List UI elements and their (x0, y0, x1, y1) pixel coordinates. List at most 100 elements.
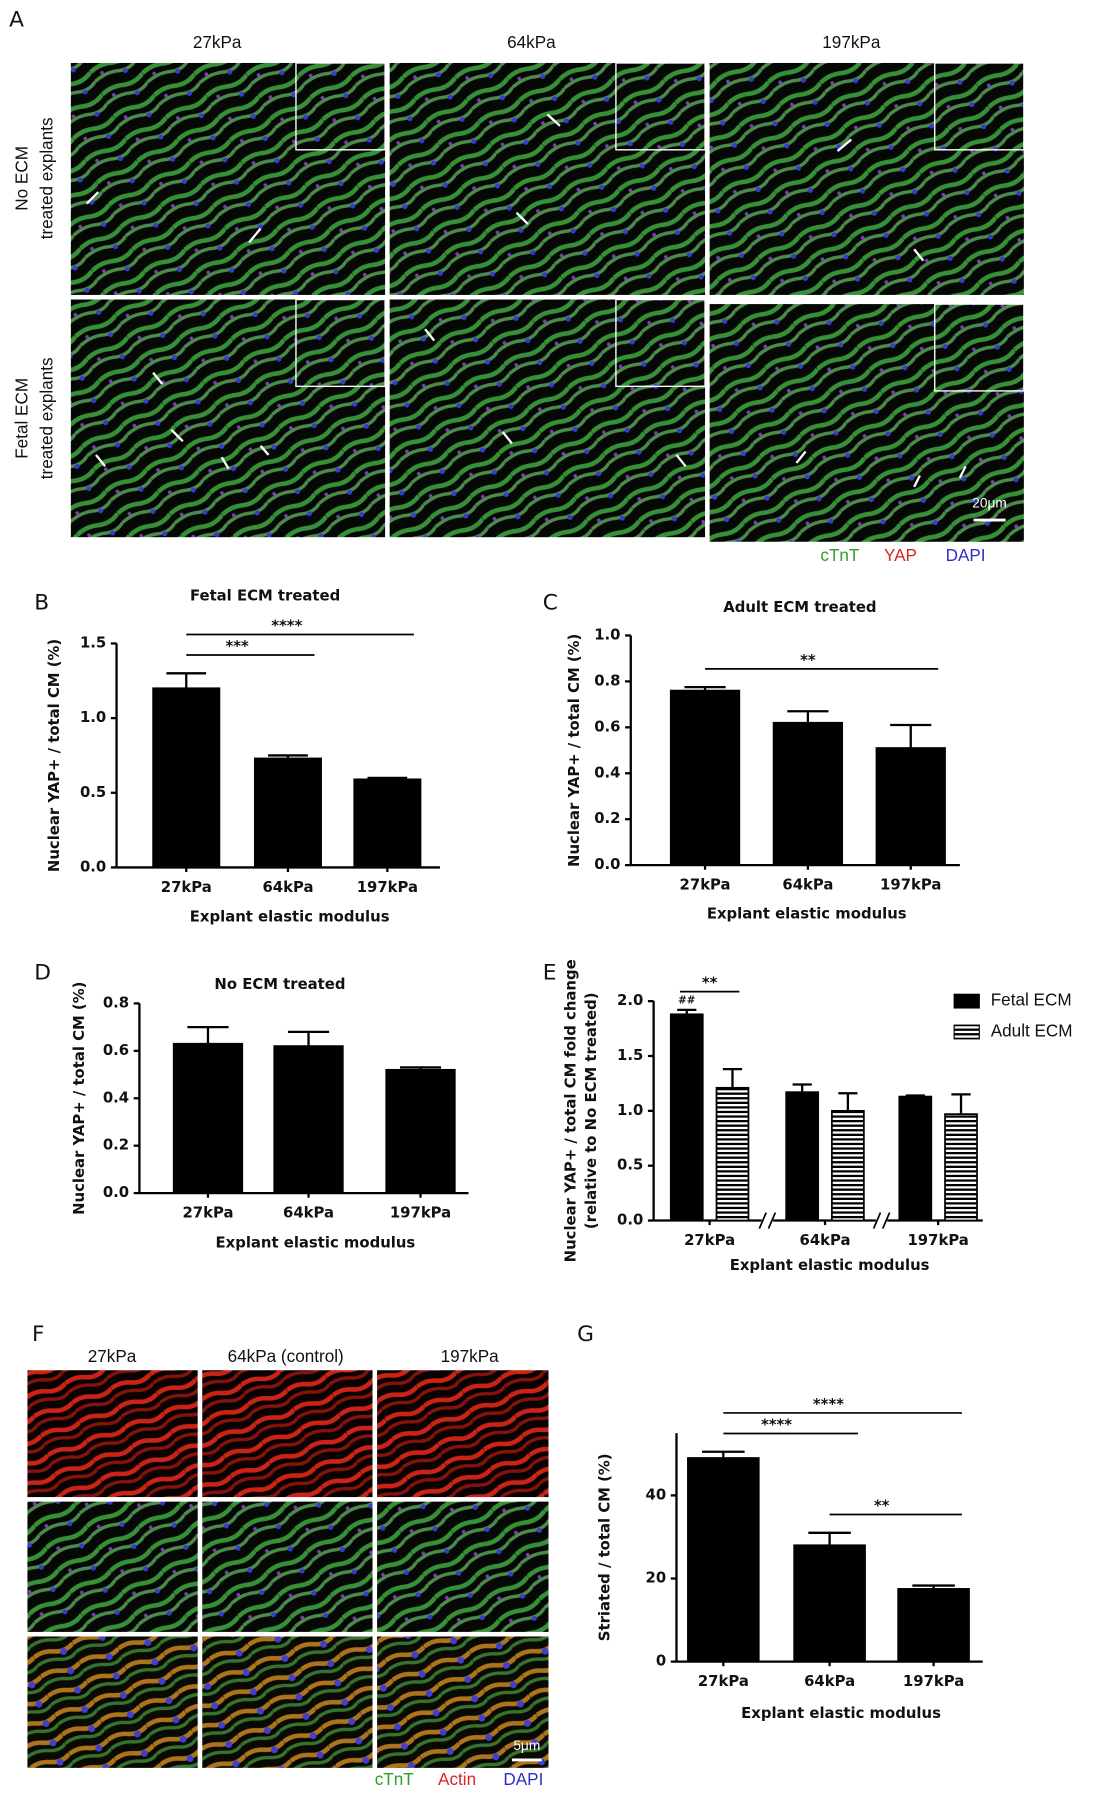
inset (615, 298, 706, 388)
column-label: 197kPa (822, 32, 881, 52)
panel-letter: E (543, 961, 557, 986)
y-tick-label: 0.2 (594, 809, 620, 827)
axis-break (881, 1212, 891, 1229)
legend-swatch (953, 1024, 980, 1040)
bar (669, 689, 741, 867)
panel-letter: A (9, 8, 24, 33)
y-tick-label: 0.4 (103, 1088, 129, 1106)
significance-label: **** (761, 1415, 792, 1433)
significance-label: *** (225, 637, 249, 655)
stain-label: cTnT (820, 545, 860, 565)
axis-break-gap (875, 1217, 888, 1224)
x-tick-label: 27kPa (680, 876, 731, 894)
column-label: 64kPa (507, 32, 556, 52)
bar (785, 1091, 820, 1222)
inset (295, 62, 386, 151)
x-axis-label: Explant elastic modulus (707, 904, 907, 922)
significance-label: ** (800, 651, 816, 669)
y-tick-label: 1.0 (80, 708, 106, 726)
micrograph (202, 1501, 373, 1632)
y-tick-label: 0.0 (80, 857, 106, 875)
x-axis-label: Explant elastic modulus (741, 1704, 941, 1722)
bar (385, 1068, 456, 1194)
y-tick-label: 1.0 (594, 625, 620, 643)
inset (934, 303, 1025, 392)
y-tick-label: 0.6 (103, 1041, 129, 1059)
x-tick-label: 197kPa (907, 1231, 968, 1249)
y-tick-label: 0.4 (594, 763, 620, 781)
bar (898, 1095, 933, 1222)
x-tick-label: 64kPa (800, 1231, 851, 1249)
y-tick-label: 0.0 (617, 1211, 643, 1229)
y-axis-label: (relative to No ECM treated) (582, 992, 600, 1229)
legend-label: Fetal ECM (991, 990, 1072, 1010)
micrograph (27, 1370, 198, 1498)
micrograph (202, 1370, 373, 1498)
x-tick-label: 64kPa (782, 876, 833, 894)
x-tick-label: 64kPa (283, 1204, 334, 1222)
stain-label: Actin (438, 1769, 476, 1789)
y-tick-label: 0.5 (80, 783, 106, 801)
y-axis-label: Striated / total CM (%) (596, 1453, 614, 1641)
bar (669, 1013, 704, 1222)
x-tick-label: 197kPa (903, 1672, 964, 1690)
y-axis-label: Nuclear YAP+ / total CM fold change (561, 959, 579, 1262)
panel-letter: F (32, 1322, 44, 1347)
x-axis-label: Explant elastic modulus (215, 1233, 415, 1251)
y-tick-label: 0.5 (617, 1156, 643, 1174)
x-tick-label: 27kPa (698, 1672, 749, 1690)
y-tick-label: 0.2 (103, 1136, 129, 1154)
column-label: 197kPa (441, 1346, 500, 1366)
stain-label: DAPI (946, 545, 986, 565)
x-tick-label: 64kPa (804, 1672, 855, 1690)
y-axis-label: Nuclear YAP+ / total CM (%) (565, 634, 583, 867)
micrograph (202, 1636, 373, 1768)
micrograph (709, 304, 1024, 542)
panel-f-images (27, 1370, 549, 1768)
micrograph (709, 62, 1024, 295)
y-tick-label: 1.0 (617, 1101, 643, 1119)
significance-label: ** (702, 974, 718, 992)
y-tick-label: 0.0 (594, 855, 620, 873)
stain-label: cTnT (375, 1769, 415, 1789)
x-tick-label: 64kPa (262, 878, 313, 896)
y-axis-label: Nuclear YAP+ / total CM (%) (70, 982, 88, 1215)
bar (793, 1544, 866, 1663)
bar (944, 1113, 978, 1222)
micrograph (389, 299, 706, 538)
panel-letter: C (543, 590, 558, 615)
row-label: treated explants (37, 357, 57, 479)
scale-bar-label: 5μm (513, 1738, 540, 1753)
bar (772, 721, 844, 867)
micrograph (70, 299, 386, 538)
significance-label: **** (813, 1395, 844, 1413)
chart-title: No ECM treated (214, 975, 345, 993)
scale-bar-label: 20μm (972, 496, 1007, 511)
x-tick-label: 27kPa (182, 1204, 233, 1222)
stain-label: DAPI (503, 1769, 543, 1789)
micrograph (377, 1370, 549, 1498)
x-tick-label: 27kPa (161, 878, 212, 896)
row-label: treated explants (37, 117, 57, 239)
micrograph (377, 1501, 549, 1632)
inset (934, 62, 1025, 151)
x-tick-label: 197kPa (390, 1204, 451, 1222)
micrograph (389, 62, 706, 295)
panel-letter: B (34, 590, 49, 615)
bar (831, 1109, 865, 1222)
bar (353, 778, 422, 869)
panel-letter: G (577, 1322, 594, 1347)
arrows (86, 113, 967, 488)
column-label: 27kPa (88, 1346, 137, 1366)
bar (715, 1086, 750, 1222)
y-tick-label: 1.5 (617, 1046, 643, 1064)
y-tick-label: 40 (646, 1485, 667, 1503)
micrograph (27, 1501, 198, 1632)
y-tick-label: 0 (656, 1652, 666, 1670)
axis-break (767, 1212, 777, 1229)
x-tick-label: 27kPa (684, 1231, 735, 1249)
column-label: 64kPa (control) (228, 1346, 344, 1366)
y-tick-label: 0.0 (103, 1183, 129, 1201)
inset (295, 298, 386, 388)
